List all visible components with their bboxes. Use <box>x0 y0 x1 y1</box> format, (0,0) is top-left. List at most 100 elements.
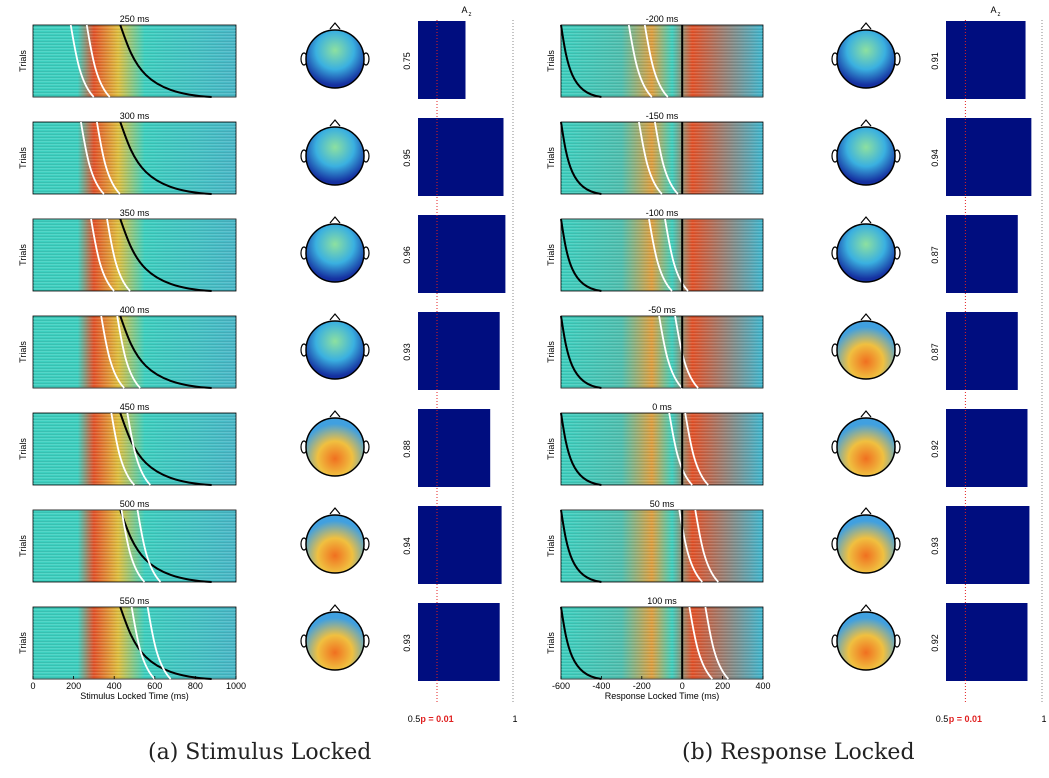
az-bar-a-0 <box>418 21 466 99</box>
scalp-head-b-0 <box>836 29 896 89</box>
rt-curve-b-5 <box>560 509 602 583</box>
window-curve-b-3-0 <box>658 315 683 389</box>
window-label-a-6: 550 ms <box>120 596 150 606</box>
xlabel-a: Stimulus Locked Time (ms) <box>80 691 189 701</box>
scalp-head-b-6 <box>836 611 896 671</box>
xtick-label-a-0: 0 <box>30 681 35 691</box>
rt-curve-a-2 <box>119 218 212 292</box>
window-curve-b-5-0 <box>678 509 703 583</box>
xlabel-b: Response Locked Time (ms) <box>605 691 720 701</box>
scalp-head-a-5 <box>305 514 365 574</box>
heatmap-texture-b-6 <box>561 607 763 679</box>
rt-curve-b-0 <box>560 24 602 98</box>
window-curve-b-3-1 <box>674 315 699 389</box>
az-bar-a-6 <box>418 603 500 681</box>
az-bar-b-6 <box>946 603 1028 681</box>
window-curve-a-6-0 <box>130 606 156 680</box>
window-label-a-0: 250 ms <box>120 14 150 24</box>
scalp-nose-b-2 <box>860 216 872 224</box>
az-bar-b-2 <box>946 215 1018 293</box>
xtick-label-b-1: -400 <box>592 681 610 691</box>
az-bar-a-5 <box>418 506 502 584</box>
az-value-b-0: 0.91 <box>930 52 940 70</box>
threshold-label-b: p = 0.01 <box>949 714 982 724</box>
scalp-map-b-2 <box>831 216 901 283</box>
az-bar-a-2 <box>418 215 506 293</box>
window-curve-a-5-0 <box>120 509 146 583</box>
scalp-nose-b-0 <box>860 22 872 30</box>
scalp-map-a-0 <box>300 22 370 89</box>
window-curve-b-4-0 <box>668 412 693 486</box>
scalp-nose-b-5 <box>860 507 872 515</box>
window-curve-a-0-0 <box>69 24 95 98</box>
caption-response-locked: (b) Response Locked <box>682 740 915 765</box>
scalp-nose-a-3 <box>329 313 341 321</box>
az-value-a-3: 0.93 <box>402 343 412 361</box>
rt-curve-b-1 <box>560 121 602 195</box>
window-label-a-5: 500 ms <box>120 499 150 509</box>
row-a-4: 450 ms Trials 0.88 <box>18 402 491 487</box>
row-b-4: 0 ms Trials 0.92 <box>546 402 1028 487</box>
window-curve-b-1-0 <box>638 121 663 195</box>
scalp-map-b-1 <box>831 119 901 186</box>
az-title-a: A <box>462 5 468 15</box>
ylabel-trials-a-5: Trials <box>18 535 28 557</box>
rt-curve-b-6 <box>560 606 602 680</box>
az-value-a-0: 0.75 <box>402 52 412 70</box>
scalp-head-a-2 <box>305 223 365 283</box>
xtick-label-b-3: 0 <box>680 681 685 691</box>
window-curve-a-3-0 <box>100 315 125 389</box>
window-label-b-3: -50 ms <box>648 305 676 315</box>
row-a-0: 250 ms Trials 0.75 <box>18 14 466 99</box>
scalp-head-b-4 <box>836 417 896 477</box>
xtick-label-b-5: 400 <box>755 681 770 691</box>
scalp-map-b-0 <box>831 22 901 89</box>
az-bar-b-4 <box>946 409 1028 487</box>
az-value-a-5: 0.94 <box>402 537 412 555</box>
window-label-b-6: 100 ms <box>647 596 677 606</box>
scalp-nose-a-1 <box>329 119 341 127</box>
scalp-map-a-1 <box>300 119 370 186</box>
scalp-nose-a-0 <box>329 22 341 30</box>
heatmap-texture-b-3 <box>561 316 763 388</box>
xtick-label-b-2: -200 <box>633 681 651 691</box>
ylabel-trials-a-1: Trials <box>18 147 28 169</box>
window-curve-b-1-1 <box>654 121 679 195</box>
scalp-map-b-6 <box>831 604 901 671</box>
window-curve-b-5-1 <box>694 509 719 583</box>
ylabel-trials-b-2: Trials <box>546 244 556 266</box>
scalp-head-a-0 <box>305 29 365 89</box>
scalp-head-a-4 <box>305 417 365 477</box>
az-value-b-6: 0.92 <box>930 634 940 652</box>
scalp-nose-b-6 <box>860 604 872 612</box>
az-tick-low-b: 0.5 <box>936 714 949 724</box>
window-curve-b-2-1 <box>664 218 689 292</box>
az-bar-a-1 <box>418 118 504 196</box>
row-a-6: 550 ms Trials 0.93 <box>18 596 500 681</box>
window-label-b-2: -100 ms <box>646 208 679 218</box>
az-bar-a-3 <box>418 312 500 390</box>
row-a-5: 500 ms Trials 0.94 <box>18 499 502 584</box>
ylabel-trials-b-1: Trials <box>546 147 556 169</box>
row-a-2: 350 ms Trials 0.96 <box>18 208 506 293</box>
heatmap-texture-b-5 <box>561 510 763 582</box>
xtick-label-a-4: 800 <box>188 681 203 691</box>
scalp-head-b-2 <box>836 223 896 283</box>
scalp-head-b-5 <box>836 514 896 574</box>
row-b-0: -200 ms Trials 0.91 <box>546 14 1026 99</box>
scalp-nose-b-4 <box>860 410 872 418</box>
scalp-nose-a-2 <box>329 216 341 224</box>
az-value-b-2: 0.87 <box>930 246 940 264</box>
rt-curve-b-2 <box>560 218 602 292</box>
ylabel-trials-b-6: Trials <box>546 632 556 654</box>
window-label-a-2: 350 ms <box>120 208 150 218</box>
scalp-map-b-4 <box>831 410 901 477</box>
scalp-head-a-3 <box>305 320 365 380</box>
az-value-b-3: 0.87 <box>930 343 940 361</box>
az-value-b-1: 0.94 <box>930 149 940 167</box>
window-label-b-1: -150 ms <box>646 111 679 121</box>
scalp-head-a-1 <box>305 126 365 186</box>
az-bar-b-0 <box>946 21 1026 99</box>
window-curve-a-4-1 <box>126 412 152 486</box>
